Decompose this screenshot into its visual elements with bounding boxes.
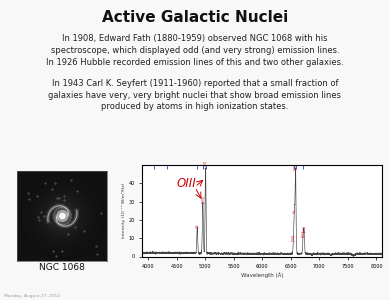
Text: [SII]: [SII] [302,225,306,232]
Text: [SII]: [SII] [301,230,305,237]
Y-axis label: Intensity (10⁻¹⁵ W/m²/Hz): Intensity (10⁻¹⁵ W/m²/Hz) [121,183,126,238]
Text: Monday, August 27, 2012: Monday, August 27, 2012 [4,295,60,298]
Text: [OIII]: [OIII] [204,160,207,168]
Circle shape [60,213,65,219]
Text: In 1943 Carl K. Seyfert (1911-1960) reported that a small fraction of
galaxies h: In 1943 Carl K. Seyfert (1911-1960) repo… [48,80,342,111]
X-axis label: Wavelength (Å): Wavelength (Å) [241,272,284,278]
Text: Hα: Hα [292,209,296,214]
Text: In 1908, Edward Fath (1880-1959) observed NGC 1068 with his
spectroscope, which : In 1908, Edward Fath (1880-1959) observe… [51,34,339,55]
Text: [NII]: [NII] [292,234,296,241]
Text: [NII]: [NII] [294,162,298,169]
Text: Active Galactic Nuclei: Active Galactic Nuclei [102,11,288,26]
Text: NGC 1068: NGC 1068 [39,262,85,272]
Text: [OIII]: [OIII] [201,194,205,202]
Text: OIII: OIII [177,177,197,190]
Circle shape [53,207,71,225]
Text: Hβ: Hβ [195,224,199,228]
Text: In 1926 Hubble recorded emission lines of this and two other galaxies.: In 1926 Hubble recorded emission lines o… [46,58,344,68]
Circle shape [57,211,68,221]
